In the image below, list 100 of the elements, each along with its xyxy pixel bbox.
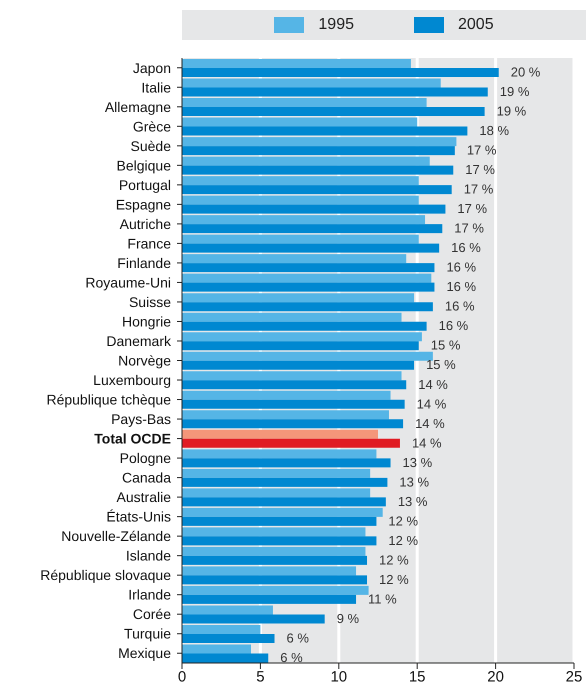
bar	[182, 88, 488, 97]
bar	[182, 156, 430, 166]
bar	[182, 176, 419, 186]
data-label: 6 %	[280, 650, 304, 665]
bar	[182, 312, 402, 322]
y-tick-label: Suède	[130, 138, 172, 154]
bar	[182, 497, 386, 506]
bar	[182, 653, 268, 662]
x-tick-label: 25	[566, 668, 582, 686]
bar	[182, 508, 383, 517]
x-tick-label: 0	[178, 668, 186, 686]
data-label: 14 %	[412, 435, 442, 450]
y-tick-label: Irlande	[128, 586, 172, 603]
bar	[182, 244, 440, 253]
y-tick-label: Nouvelle-Zélande	[61, 528, 172, 544]
bar	[182, 126, 468, 136]
bar	[182, 224, 442, 234]
bar	[182, 254, 406, 264]
y-tick-label: France	[127, 235, 172, 252]
bar	[182, 196, 419, 205]
bar	[182, 478, 388, 487]
bar	[182, 390, 391, 400]
bar	[182, 430, 378, 439]
data-label: 17 %	[457, 201, 488, 216]
data-label: 9 %	[336, 610, 360, 626]
bar	[182, 59, 411, 68]
bar	[182, 352, 433, 361]
data-label: 17 %	[464, 182, 494, 197]
x-tick-label: 20	[487, 668, 504, 686]
x-tick-label: 5	[256, 668, 265, 686]
bar	[182, 263, 434, 272]
data-label: 12 %	[379, 572, 410, 587]
data-label: 17 %	[466, 142, 497, 158]
bar	[182, 400, 405, 409]
bar	[182, 468, 370, 478]
y-tick-label: Norvège	[118, 352, 172, 368]
x-tick-label: 15	[408, 668, 426, 686]
data-label: 16 %	[446, 260, 477, 275]
y-tick-label: Royaume-Uni	[85, 274, 171, 290]
bar	[182, 380, 406, 390]
y-tick-label: Turquie	[124, 626, 172, 642]
bar	[182, 614, 325, 624]
data-label: 19 %	[500, 84, 530, 100]
legend-label: 2005	[458, 16, 494, 34]
data-label: 18 %	[479, 123, 510, 138]
bar	[182, 546, 366, 556]
data-label: 15 %	[430, 338, 461, 353]
y-tick-label: Italie	[141, 79, 172, 96]
bar	[182, 68, 499, 77]
y-tick-label: Canada	[122, 470, 172, 486]
data-label: 13 %	[402, 454, 433, 470]
data-label: 17 %	[454, 220, 484, 236]
bar	[182, 556, 368, 565]
y-tick-label: République tchèque	[46, 392, 172, 408]
data-label: 13 %	[398, 494, 428, 509]
y-tick-label: États-Unis	[106, 508, 171, 525]
y-tick-label: Allemagne	[104, 98, 172, 115]
bar	[182, 341, 419, 350]
bar	[182, 449, 376, 458]
bar	[182, 274, 432, 283]
y-tick-label: Pologne	[120, 450, 172, 466]
y-tick-label: Islande	[126, 548, 172, 564]
bar	[182, 527, 366, 536]
y-tick-label: Suisse	[128, 294, 172, 310]
bar	[182, 166, 454, 175]
bar	[182, 98, 427, 108]
data-label: 16 %	[438, 318, 469, 334]
y-tick-label: Espagne	[116, 196, 172, 212]
y-tick-label: Finlande	[117, 254, 172, 271]
bar	[182, 204, 446, 214]
y-tick-label: Autriche	[120, 216, 172, 232]
y-tick-label: Danemark	[106, 332, 172, 349]
bar	[182, 644, 251, 654]
data-label: 12 %	[388, 513, 419, 528]
legend-label: 1995	[318, 16, 354, 34]
data-label: 16 %	[444, 298, 475, 314]
data-label: 16 %	[446, 279, 477, 294]
bar	[182, 302, 433, 312]
bar	[182, 586, 369, 595]
bar	[182, 78, 441, 88]
data-label: 20 %	[510, 64, 541, 80]
y-tick-label: Japon	[132, 60, 171, 76]
y-tick-label: Corée	[132, 606, 172, 622]
bar	[182, 215, 426, 224]
data-label: 12 %	[388, 532, 419, 548]
y-tick-label: Australie	[116, 489, 172, 506]
bar	[182, 332, 422, 342]
bar	[182, 410, 389, 420]
x-tick-label: 10	[330, 668, 348, 686]
data-label: 17 %	[465, 162, 496, 178]
bar	[182, 282, 434, 292]
data-label: 14 %	[415, 416, 446, 431]
y-tick-label: République slovaque	[40, 567, 172, 584]
bar	[182, 137, 456, 146]
bar	[182, 107, 485, 116]
data-label: 14 %	[416, 396, 447, 412]
y-tick-label: Mexique	[118, 645, 172, 662]
y-tick-label: Portugal	[118, 176, 171, 193]
bar	[182, 322, 427, 331]
data-label: 6 %	[286, 630, 310, 646]
